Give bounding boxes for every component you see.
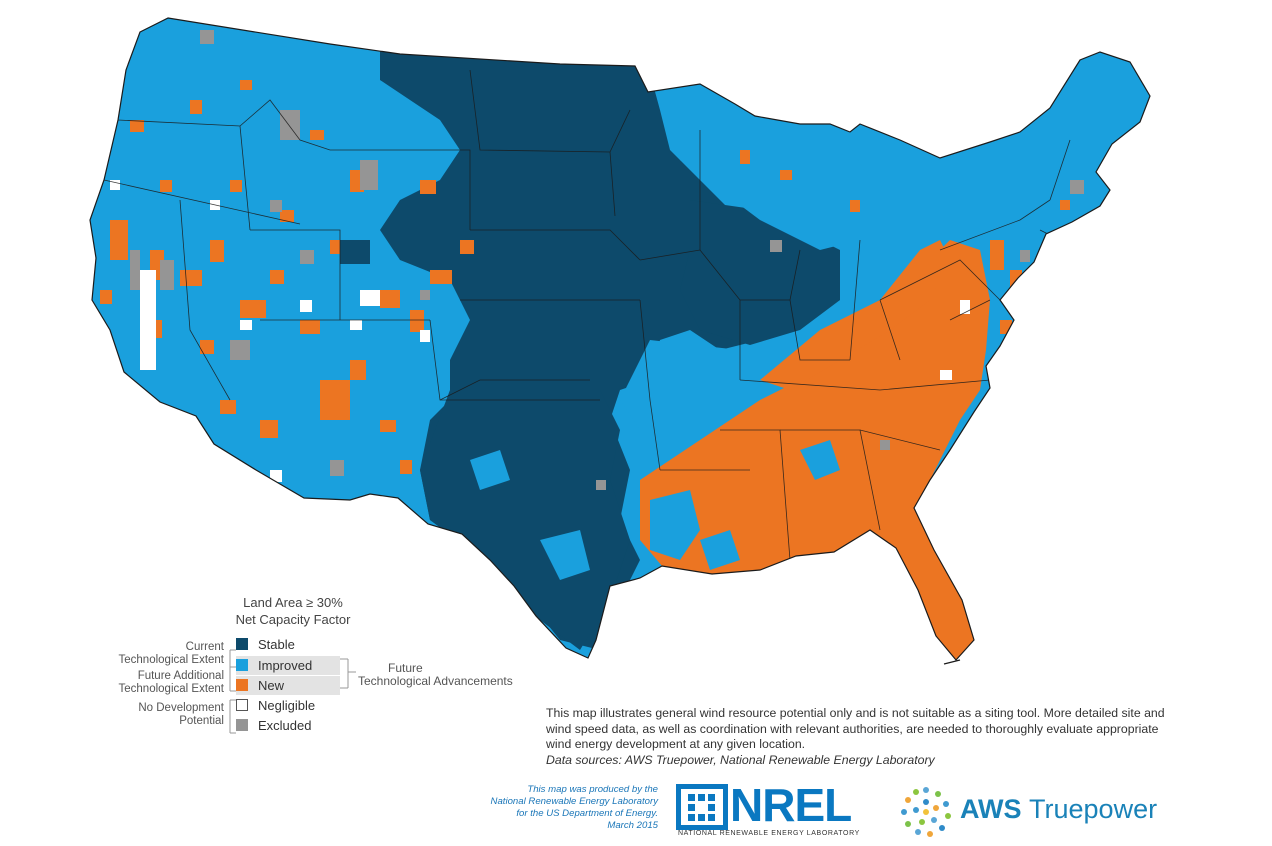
new-zone-appalachia: [760, 240, 950, 390]
legend-item-new: New: [236, 676, 284, 694]
group-no-development: No Development Potential: [138, 702, 224, 727]
new-patches-west: [100, 80, 474, 474]
group-current: Current Technological Extent: [118, 641, 224, 666]
state-borders: [103, 18, 1071, 561]
legend-title-line1: Land Area ≥ 30%: [243, 595, 343, 610]
group-future-advancements: Future Technological Advancements: [358, 661, 513, 688]
legend-item-improved: Improved: [236, 656, 312, 674]
disclaimer-text: This map illustrates general wind resour…: [546, 706, 1165, 751]
negligible-swatch: [236, 699, 248, 711]
legend-label-new: New: [258, 677, 285, 693]
legend-label-stable: Stable: [258, 636, 295, 652]
nrel-logo: NREL NATIONAL RENEWABLE ENERGY LABORATOR…: [676, 779, 890, 842]
legend-label-negligible: Negligible: [258, 697, 316, 713]
data-sources: Data sources: AWS Truepower, National Re…: [546, 752, 935, 767]
nrel-subtitle: NATIONAL RENEWABLE ENERGY LABORATORY: [678, 830, 860, 837]
legend-title: Land Area ≥ 30% Net Capacity Factor: [228, 594, 358, 628]
legend-item-stable: Stable: [236, 635, 295, 653]
stable-zone-texas: [420, 390, 630, 650]
excluded-swatch: [236, 719, 248, 731]
aws-dots-icon: [901, 787, 951, 837]
legend-title-line2: Net Capacity Factor: [235, 612, 351, 627]
stable-swatch: [236, 638, 248, 650]
disclaimer: This map illustrates general wind resour…: [546, 706, 1166, 768]
legend-label-excluded: Excluded: [258, 717, 312, 733]
negligible-patches: [110, 180, 970, 482]
new-swatch: [236, 679, 248, 691]
improved-band: [236, 656, 340, 675]
legend-item-negligible: Negligible: [236, 696, 315, 714]
aws-wordmark: AWS Truepower: [960, 794, 1158, 824]
aws-truepower-logo: AWS Truepower: [898, 784, 1178, 840]
nrel-wordmark: NREL: [730, 779, 852, 831]
legend-item-excluded: Excluded: [236, 716, 311, 734]
new-band: [236, 676, 340, 695]
production-credit: This map was produced by the National Re…: [490, 784, 658, 831]
group-future-additional: Future Additional Technological Extent: [118, 670, 224, 695]
improved-swatch: [236, 659, 248, 671]
nrel-emblem-icon: [676, 784, 728, 830]
legend-label-improved: Improved: [258, 657, 313, 673]
